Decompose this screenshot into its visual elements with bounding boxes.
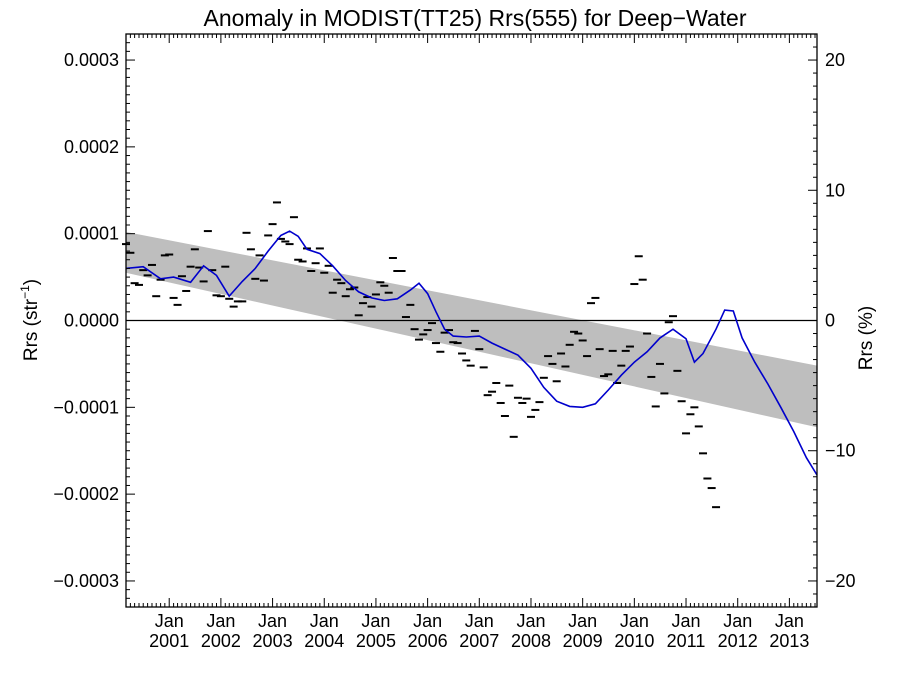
y-left-tick-label: 0.0003 — [64, 50, 119, 70]
x-tick-label-year: 2003 — [253, 631, 293, 651]
y-right-tick-label: 0 — [825, 311, 835, 331]
y-left-tick-label: 0.0000 — [64, 311, 119, 331]
y-axis-left-label: Rrs (str−1) — [18, 279, 42, 361]
x-tick-label-year: 2010 — [614, 631, 654, 651]
x-tick-label-month: Jan — [465, 611, 494, 631]
y-left-tick-label: 0.0002 — [64, 137, 119, 157]
plot-area: 0.0003 0.0002 0.0001 0.0000 −0.0001 −0.0002 −0… — [53, 33, 856, 651]
x-tick-label-year: 2011 — [667, 631, 706, 651]
x-tick-label-month: Jan — [516, 611, 545, 631]
x-tick-label-year: 2006 — [408, 631, 448, 651]
x-tick-label-year: 2008 — [511, 631, 551, 651]
x-tick-label-month: Jan — [775, 611, 804, 631]
y-right-tick-label: −20 — [825, 571, 856, 591]
x-tick-label-month: Jan — [723, 611, 752, 631]
y-left-tick-label: −0.0002 — [53, 484, 119, 504]
x-tick-label-year: 2013 — [769, 631, 809, 651]
y-right-tick-label: 10 — [825, 180, 845, 200]
x-tick-label-year: 2005 — [356, 631, 396, 651]
x-tick-label-year: 2001 — [149, 631, 189, 651]
y-right-tick-label: 20 — [825, 50, 845, 70]
y-axis-right-label: Rrs (%) — [856, 306, 877, 370]
x-tick-label-month: Jan — [258, 611, 287, 631]
trend-band — [126, 231, 817, 428]
y-left-tick-label: 0.0001 — [64, 224, 119, 244]
y-axis-left-label-close: ) — [21, 279, 42, 285]
x-tick-label-month: Jan — [568, 611, 597, 631]
x-tick-label-month: Jan — [620, 611, 649, 631]
chart-title: Anomaly in MODIST(TT25) Rrs(555) for Dee… — [204, 5, 747, 31]
x-tick-label-year: 2009 — [563, 631, 603, 651]
x-tick-label-year: 2002 — [201, 631, 241, 651]
y-left-tick-label: −0.0001 — [53, 397, 119, 417]
x-tick-label-year: 2007 — [459, 631, 499, 651]
y-axis-left-label-text: Rrs (str — [21, 298, 42, 361]
x-tick-label-month: Jan — [206, 611, 235, 631]
smoothed-line — [125, 230, 818, 476]
x-tick-label-month: Jan — [672, 611, 701, 631]
y-axis-left-label-exponent: −1 — [18, 285, 32, 299]
y-left-tick-label: −0.0003 — [53, 571, 119, 591]
x-tick-label-year: 2012 — [718, 631, 758, 651]
x-tick-label-month: Jan — [155, 611, 184, 631]
x-tick-label-year: 2004 — [304, 631, 344, 651]
y-right-tick-label: −10 — [825, 441, 856, 461]
x-tick-label-month: Jan — [310, 611, 339, 631]
x-tick-label-month: Jan — [413, 611, 442, 631]
x-tick-label-month: Jan — [361, 611, 390, 631]
